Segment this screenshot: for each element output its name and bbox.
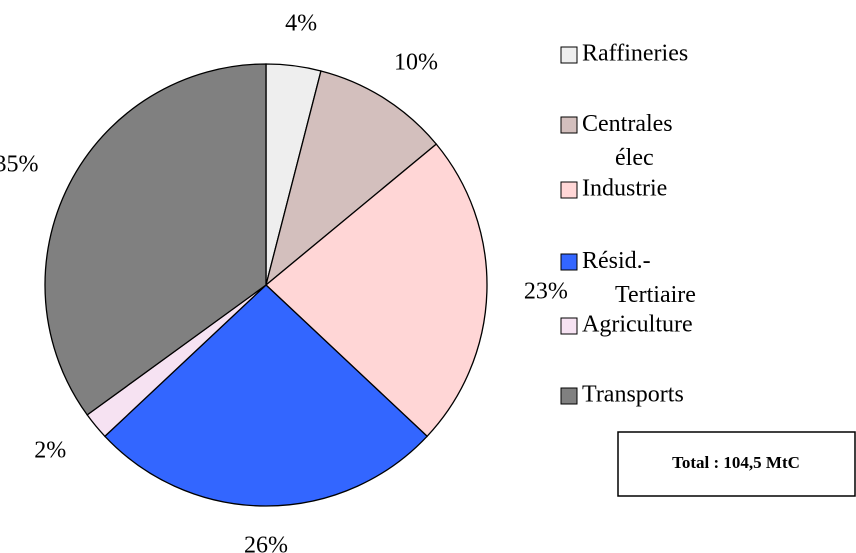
total-box <box>617 431 856 497</box>
legend-label-line: Résid.- <box>582 248 657 274</box>
legend-label: Résid.- Tertiaire <box>582 248 696 308</box>
legend-label: Agriculture <box>582 312 693 338</box>
slice-label: 2% <box>34 438 66 464</box>
legend-label: Raffineries <box>582 41 688 67</box>
slice-label: 10% <box>394 49 438 75</box>
slice-label: 26% <box>244 533 288 553</box>
legend-label: Centrales élec <box>582 111 679 171</box>
legend-label-line: élec <box>615 145 654 171</box>
legend-swatch <box>560 116 578 134</box>
slice-label: 35% <box>0 152 39 178</box>
pie-slice <box>44 63 267 416</box>
pie-slice <box>265 143 488 438</box>
slice-label: 23% <box>524 279 568 305</box>
legend-swatch <box>560 46 578 64</box>
legend-label: Industrie <box>582 176 667 202</box>
legend-swatch <box>560 387 578 405</box>
legend-swatch <box>560 317 578 335</box>
slice-label: 4% <box>285 11 317 37</box>
legend-label-line: Tertiaire <box>615 282 696 308</box>
total-annotation: Total : 104,5 MtC <box>672 453 800 472</box>
pie-slice <box>103 284 429 507</box>
pie-slice <box>264 70 438 287</box>
legend-swatch <box>560 253 578 271</box>
legend-label: Transports <box>582 382 684 408</box>
legend-swatch <box>560 181 578 199</box>
legend-label-line: Centrales <box>582 111 679 137</box>
